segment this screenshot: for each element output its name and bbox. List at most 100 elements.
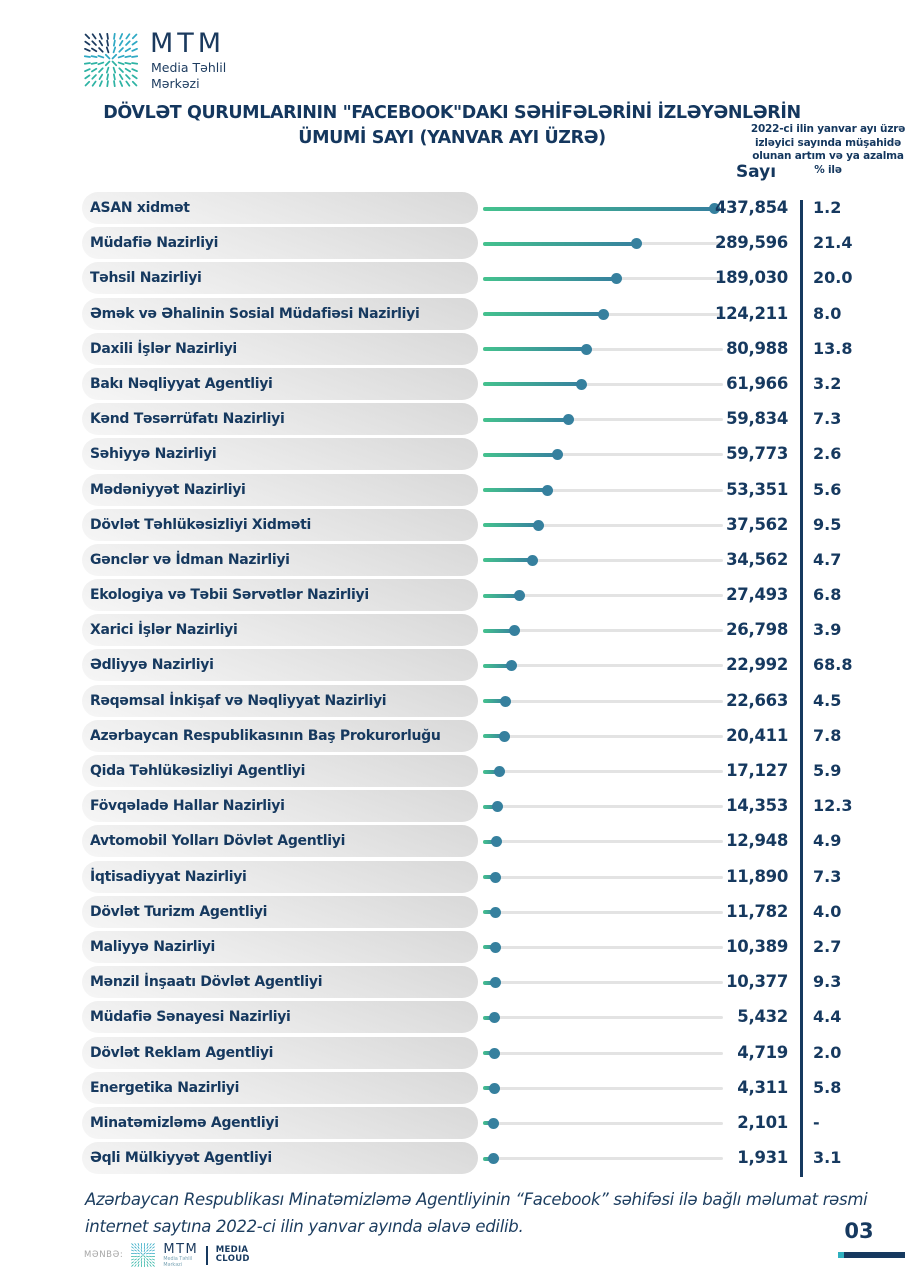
table-row: Dövlət Turizm Agentliyi 11,782 4.0 bbox=[0, 895, 905, 930]
bar-dot-icon bbox=[563, 414, 574, 426]
change-value: 20.0 bbox=[813, 268, 853, 288]
bar-line bbox=[483, 836, 502, 848]
table-row: Müdafiə Sənayesi Nazirliyi 5,432 4.4 bbox=[0, 1000, 905, 1035]
institution-label: Maliyyə Nazirliyi bbox=[90, 938, 216, 955]
bar-line bbox=[483, 1153, 499, 1165]
institution-label: Müdafiə Sənayesi Nazirliyi bbox=[90, 1009, 291, 1026]
table-row: ASAN xidmət 437,854 1.2 bbox=[0, 191, 905, 226]
bar-dot-icon bbox=[611, 273, 622, 285]
table-row: Fövqəladə Hallar Nazirliyi 14,353 12.3 bbox=[0, 789, 905, 824]
followers-value: 437,854 bbox=[714, 198, 788, 217]
media-cloud-line2: CLOUD bbox=[215, 1254, 250, 1264]
bar-line bbox=[483, 590, 525, 602]
institution-label: İqtisadiyyat Nazirliyi bbox=[90, 868, 247, 885]
bar-dot-icon bbox=[490, 906, 501, 918]
table-row: Səhiyyə Nazirliyi 59,773 2.6 bbox=[0, 437, 905, 472]
mtm-mini-brand-name: MTM bbox=[163, 1241, 199, 1257]
institution-pill: Bakı Nəqliyyat Agentliyi bbox=[82, 367, 478, 400]
footnote-text: Azərbaycan Respublikası Minatəmizləmə Ag… bbox=[85, 1190, 868, 1236]
bar-line bbox=[483, 308, 609, 320]
change-value: 6.8 bbox=[813, 585, 842, 605]
source-label: MƏNBƏ: bbox=[84, 1250, 124, 1260]
followers-value: 20,411 bbox=[726, 725, 788, 745]
change-value: 2.6 bbox=[813, 444, 842, 464]
table-row: Xarici İşlər Nazirliyi 26,798 3.9 bbox=[0, 613, 905, 648]
bar-line bbox=[483, 554, 538, 566]
mtm-mini-brand-sub2: Mərkəzi bbox=[163, 1262, 183, 1268]
bar-track bbox=[483, 1121, 723, 1125]
mtm-logo-icon bbox=[83, 32, 139, 88]
followers-value: 2,101 bbox=[737, 1112, 788, 1132]
followers-value: 4,719 bbox=[737, 1042, 788, 1062]
change-value: 9.5 bbox=[813, 514, 842, 534]
change-value: 4.0 bbox=[813, 901, 842, 921]
bar-track bbox=[483, 629, 723, 633]
change-value: 7.8 bbox=[813, 725, 842, 745]
change-value: 68.8 bbox=[813, 655, 853, 675]
bar-line bbox=[483, 660, 517, 672]
institution-label: Dövlət Təhlükəsizliyi Xidməti bbox=[90, 516, 311, 533]
media-cloud-line1: MEDIA bbox=[215, 1244, 249, 1255]
change-value: 5.8 bbox=[813, 1077, 842, 1097]
page-title: DÖVLƏT QURUMLARININ "FACEBOOK"DAKI SƏHİF… bbox=[57, 101, 847, 151]
change-value: 3.2 bbox=[813, 373, 842, 393]
bar-line bbox=[483, 801, 503, 813]
change-value: 4.5 bbox=[813, 690, 842, 710]
bar-track bbox=[483, 558, 723, 562]
column-divider-line bbox=[800, 200, 803, 1177]
institution-pill: İqtisadiyyat Nazirliyi bbox=[82, 860, 478, 893]
institution-pill: Kənd Təsərrüfatı Nazirliyi bbox=[82, 403, 478, 436]
bar-line bbox=[483, 1047, 500, 1059]
institution-pill: Energetika Nazirliyi bbox=[82, 1071, 478, 1104]
change-value: 8.0 bbox=[813, 303, 842, 323]
change-value: 2.0 bbox=[813, 1042, 842, 1062]
mtm-brand-subtitle-line1: Media Təhlil bbox=[151, 60, 227, 75]
change-value: 3.1 bbox=[813, 1148, 842, 1168]
bar-track bbox=[483, 699, 723, 703]
chart-rows: ASAN xidmət 437,854 1.2 Müdafiə Nazirliy… bbox=[0, 191, 905, 1176]
table-row: Daxili İşlər Nazirliyi 80,988 13.8 bbox=[0, 332, 905, 367]
bar-dot-icon bbox=[492, 801, 503, 813]
change-value: 3.9 bbox=[813, 620, 842, 640]
bar-dot-icon bbox=[598, 308, 609, 320]
change-value: 1.2 bbox=[813, 198, 842, 217]
table-row: Mədəniyyət Nazirliyi 53,351 5.6 bbox=[0, 473, 905, 508]
institution-pill: Dövlət Reklam Agentliyi bbox=[82, 1036, 478, 1069]
change-value: 4.7 bbox=[813, 549, 842, 569]
followers-value: 61,966 bbox=[726, 373, 788, 393]
institution-label: Əmək və Əhalinin Sosial Müdafiəsi Nazirl… bbox=[90, 305, 420, 322]
bar-track bbox=[483, 840, 723, 844]
change-value: 9.3 bbox=[813, 972, 842, 992]
institution-pill: Səhiyyə Nazirliyi bbox=[82, 438, 478, 471]
bar-track bbox=[483, 1157, 723, 1161]
bar-line bbox=[483, 203, 720, 214]
institution-label: Avtomobil Yolları Dövlət Agentliyi bbox=[90, 833, 346, 850]
institution-pill: Avtomobil Yolları Dövlət Agentliyi bbox=[82, 825, 478, 858]
bar-track bbox=[483, 488, 723, 492]
institution-label: Səhiyyə Nazirliyi bbox=[90, 446, 217, 463]
institution-label: Müdafiə Nazirliyi bbox=[90, 235, 219, 252]
change-value: 12.3 bbox=[813, 796, 853, 816]
institution-label: Azərbaycan Respublikasının Baş Prokurorl… bbox=[90, 727, 441, 744]
bar-track bbox=[483, 910, 723, 914]
bar-line bbox=[483, 1117, 499, 1129]
bar-line bbox=[483, 343, 592, 355]
bar-dot-icon bbox=[489, 1047, 500, 1059]
institution-label: Energetika Nazirliyi bbox=[90, 1079, 240, 1096]
bar-dot-icon bbox=[489, 1082, 500, 1094]
institution-pill: Minatəmizləmə Agentliyi bbox=[82, 1106, 478, 1139]
bar-dot-icon bbox=[581, 343, 592, 355]
bar-line bbox=[483, 941, 501, 953]
followers-value: 10,377 bbox=[726, 972, 788, 992]
bar-track bbox=[483, 594, 723, 598]
followers-value: 22,992 bbox=[726, 655, 788, 675]
institution-label: Xarici İşlər Nazirliyi bbox=[90, 622, 238, 639]
source-block: MƏNBƏ: MTM Media Təhlil Mərkəzi MEDIA CL… bbox=[84, 1240, 250, 1270]
mtm-brand-subtitle-line2: Mərkəzi bbox=[151, 76, 200, 91]
institution-label: Dövlət Turizm Agentliyi bbox=[90, 903, 268, 920]
table-row: Ədliyyə Nazirliyi 22,992 68.8 bbox=[0, 648, 905, 683]
table-row: Maliyyə Nazirliyi 10,389 2.7 bbox=[0, 930, 905, 965]
followers-value: 14,353 bbox=[726, 796, 788, 816]
followers-value: 5,432 bbox=[737, 1007, 788, 1027]
